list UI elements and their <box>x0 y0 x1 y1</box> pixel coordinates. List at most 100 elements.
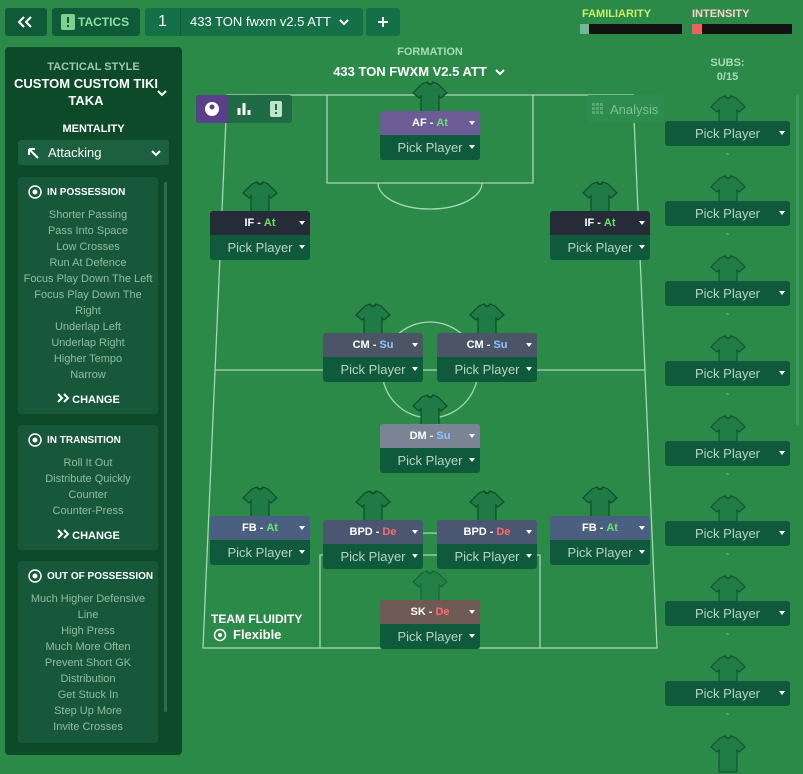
fluidity: Flexible <box>213 627 281 642</box>
dropdown-arrow <box>526 343 532 347</box>
plus-icon <box>378 17 388 27</box>
icon <box>237 103 251 115</box>
sub-dash: - <box>725 468 730 480</box>
sub-slot[interactable]: Pick Player <box>665 521 790 546</box>
group-title-text: IN TRANSITION <box>47 434 121 446</box>
intensity-bar <box>692 24 792 34</box>
analysis-button[interactable]: Analysis <box>586 95 664 123</box>
instruction-item: Roll It Out <box>63 457 113 469</box>
pick-player-text: Pick Player <box>397 140 463 155</box>
dropdown-arrow <box>639 526 645 530</box>
sub-dash: - <box>725 228 730 240</box>
role-box[interactable]: FB - At <box>210 516 310 540</box>
pick-player[interactable]: Pick Player <box>380 624 480 649</box>
role-separator: - <box>257 217 261 229</box>
dropdown-arrow <box>779 211 785 215</box>
intensity-label: INTENSITY <box>692 8 750 20</box>
dropdown-arrow <box>412 343 418 347</box>
pick-player[interactable]: Pick Player <box>437 357 537 382</box>
role-name: AF <box>412 117 427 129</box>
view-toggle <box>196 95 292 123</box>
add-tactic-button[interactable] <box>366 8 400 36</box>
tactics-tab[interactable]: TACTICS <box>52 8 140 36</box>
instruction-item: Run At Defence <box>49 257 127 269</box>
role-name: IF <box>584 217 595 229</box>
sub-slot[interactable]: Pick Player <box>665 441 790 466</box>
pick-player[interactable]: Pick Player <box>437 544 537 569</box>
chevron <box>151 150 161 157</box>
sub-slot[interactable]: Pick Player <box>665 281 790 306</box>
sub-slot[interactable]: Pick Player <box>665 601 790 626</box>
role-box[interactable]: SK - De <box>380 600 480 624</box>
mentality-dropdown[interactable]: Attacking <box>18 140 169 165</box>
role-box[interactable]: BPD - De <box>323 520 423 544</box>
instruction-item: Low Crosses <box>56 241 120 253</box>
back-button[interactable] <box>5 8 47 36</box>
role-separator: - <box>597 217 601 229</box>
stats-view-button[interactable] <box>228 95 260 123</box>
shirt-collar <box>483 490 491 495</box>
shirt-collar <box>426 394 434 399</box>
left-panel: TACTICAL STYLE CUSTOM CUSTOM TIKI TAKA M… <box>5 47 182 755</box>
sub-slot-text: Pick Player <box>694 366 761 381</box>
pick-player[interactable]: Pick Player <box>550 235 650 260</box>
pick-player-text: Pick Player <box>227 240 293 255</box>
pick-player[interactable]: Pick Player <box>323 357 423 382</box>
pick-player[interactable]: Pick Player <box>550 540 650 565</box>
sub-slot-text: Pick Player <box>694 606 761 621</box>
sub-slot-text: Pick Player <box>694 286 761 301</box>
dropdown-arrow <box>299 526 305 530</box>
role-name: SK <box>410 606 426 618</box>
role-separator: - <box>375 526 380 538</box>
pick-player[interactable]: Pick Player <box>380 448 480 473</box>
dropdown-arrow <box>469 434 475 438</box>
sub-slot[interactable]: Pick Player <box>665 681 790 706</box>
tactics-icon <box>61 14 75 30</box>
sub-slot[interactable]: Pick Player <box>665 361 790 386</box>
dropdown-arrow <box>779 291 785 295</box>
info-view-button[interactable] <box>260 95 292 123</box>
shirt-collar <box>724 655 732 660</box>
pick-player[interactable]: Pick Player <box>210 540 310 565</box>
change-button[interactable]: CHANGE <box>22 393 154 406</box>
formation-selector[interactable]: 433 TON FWXM V2.5 ATT <box>300 64 540 79</box>
role-separator: - <box>486 339 491 351</box>
role-duty: Su <box>493 339 508 351</box>
role-box[interactable]: FB - At <box>550 516 650 540</box>
change-button[interactable]: CHANGE <box>22 529 154 542</box>
tactics-label: TACTICS <box>78 15 130 29</box>
role-box[interactable]: BPD - De <box>437 520 537 544</box>
role-name: BPD <box>463 526 487 538</box>
shirt-collar <box>724 335 732 340</box>
role-box[interactable]: CM - Su <box>437 333 537 357</box>
instruction-item: Counter <box>68 489 108 501</box>
sub-slot[interactable]: Pick Player <box>665 121 790 146</box>
role-box[interactable]: DM - Su <box>380 424 480 448</box>
dropdown-arrow <box>299 550 305 554</box>
dropdown-arrow <box>779 131 785 135</box>
sub-slot-text: Pick Player <box>694 126 761 141</box>
role-duty: At <box>266 522 278 534</box>
role-duty: De <box>435 606 450 618</box>
pick-player[interactable]: Pick Player <box>210 235 310 260</box>
shirt <box>412 570 448 608</box>
pick-player[interactable]: Pick Player <box>380 135 480 160</box>
role-name: FB <box>582 522 597 534</box>
role-duty: De <box>496 526 511 538</box>
shirt-collar <box>596 181 604 186</box>
role-duty: At <box>263 217 276 229</box>
dropdown-arrow <box>639 245 645 249</box>
role-box[interactable]: CM - Su <box>323 333 423 357</box>
sub-slot[interactable]: Pick Player <box>665 201 790 226</box>
tactic-selector[interactable]: 1 433 TON fwxm v2.5 ATT <box>145 8 363 36</box>
style-name[interactable]: CUSTOM CUSTOM TIKI TAKA <box>14 76 158 108</box>
shirt <box>469 303 505 341</box>
role-box[interactable]: AF - At <box>380 111 480 135</box>
change-label: CHANGE <box>72 394 120 406</box>
instruction-item: Focus Play Down The Right <box>34 289 142 317</box>
pick-player[interactable]: Pick Player <box>323 544 423 569</box>
role-box[interactable]: IF - At <box>550 211 650 235</box>
role-box[interactable]: IF - At <box>210 211 310 235</box>
player-view-button[interactable] <box>196 95 228 123</box>
